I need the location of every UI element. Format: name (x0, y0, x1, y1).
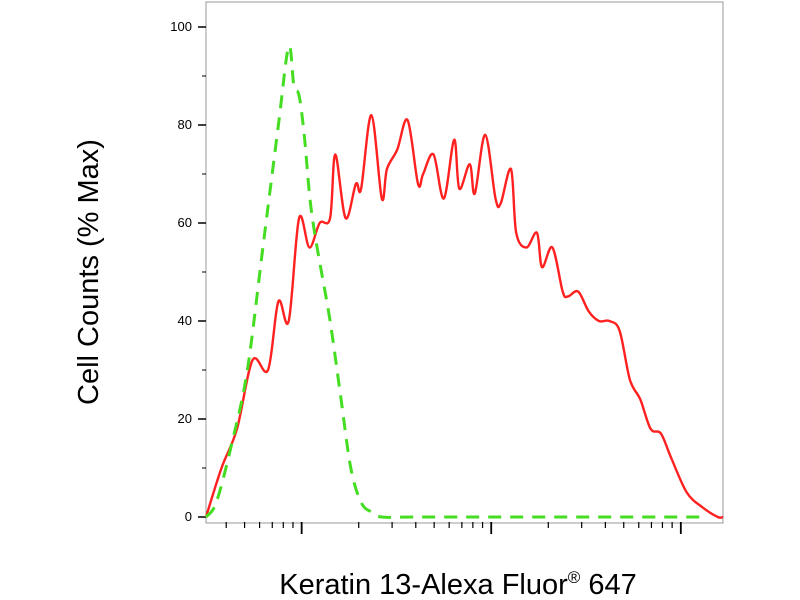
x-axis-title: Keratin 13-Alexa Fluor® 647 (279, 568, 637, 600)
x-axis-title-superscript: ® (568, 568, 581, 587)
series-line-1 (204, 44, 708, 519)
y-tick-label-0: 0 (185, 509, 192, 524)
x-axis-title-text: Keratin 13-Alexa Fluor (279, 569, 568, 600)
plot-frame (205, 1, 724, 524)
y-tick-label-1: 20 (178, 411, 192, 426)
series-layer (204, 44, 724, 519)
x-axis-title-suffix: 647 (580, 569, 636, 600)
y-tick-label-3: 60 (178, 215, 192, 230)
series-line-0 (204, 113, 724, 519)
y-tick-label-4: 80 (178, 117, 192, 132)
y-axis-title: Cell Counts (% Max) (73, 139, 105, 405)
x-axis-ticks (225, 522, 682, 534)
y-tick-label-5: 100 (170, 19, 192, 34)
y-axis-ticks: 0 20 40 60 80 100 (170, 19, 206, 524)
y-tick-label-2: 40 (178, 313, 192, 328)
